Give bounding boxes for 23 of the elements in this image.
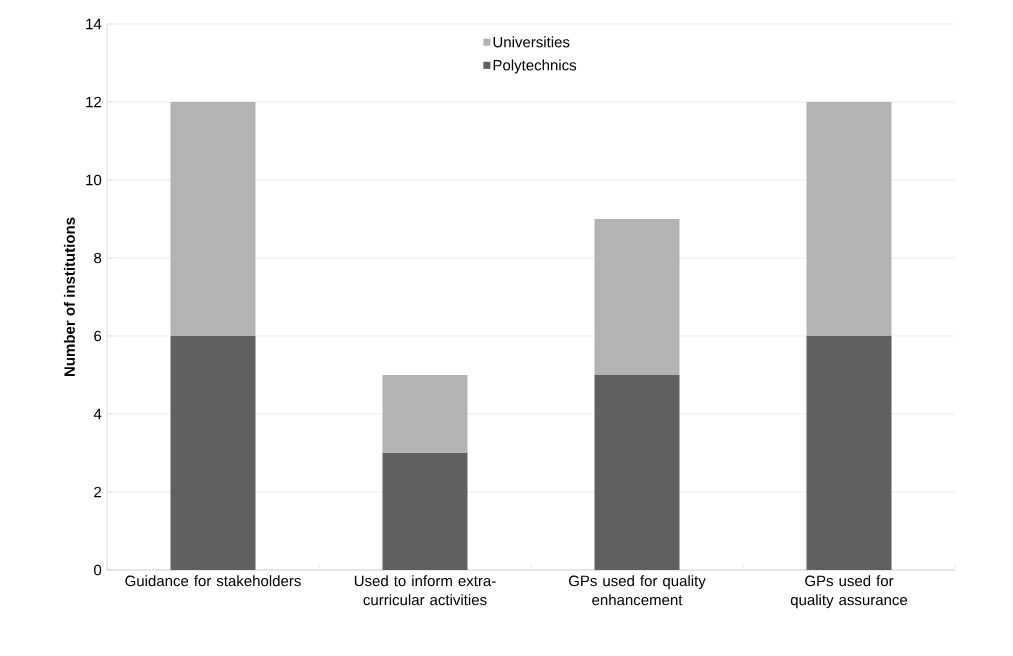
y-tick-label: 14 xyxy=(86,18,102,30)
y-axis-title: Number of institutions xyxy=(63,217,75,376)
bar xyxy=(806,102,892,336)
x-tick-label: GPs used for quality assurance xyxy=(790,575,908,609)
y-tick-label: 8 xyxy=(94,252,102,264)
bar xyxy=(382,375,468,453)
bar xyxy=(382,453,468,570)
y-tick-label: 12 xyxy=(86,96,102,108)
x-tick-label: GPs used for quality enhancement xyxy=(568,575,706,606)
bar xyxy=(594,375,680,570)
y-tick-label: 4 xyxy=(93,408,102,420)
y-tick-label: 2 xyxy=(94,486,102,498)
bar xyxy=(594,219,680,375)
y-tick-label: 0 xyxy=(94,564,102,576)
y-tick-label: 10 xyxy=(86,174,102,186)
bar xyxy=(806,336,892,570)
y-tick-label: 6 xyxy=(94,330,102,342)
legend-label: Polytechnics xyxy=(493,59,577,74)
x-tick-label: Used to inform extra-curricular activities xyxy=(354,575,496,606)
bar xyxy=(170,102,256,336)
x-tick-label: Guidance for stakeholders xyxy=(125,575,301,587)
legend-label: Universities xyxy=(493,36,570,48)
bar xyxy=(170,336,256,570)
